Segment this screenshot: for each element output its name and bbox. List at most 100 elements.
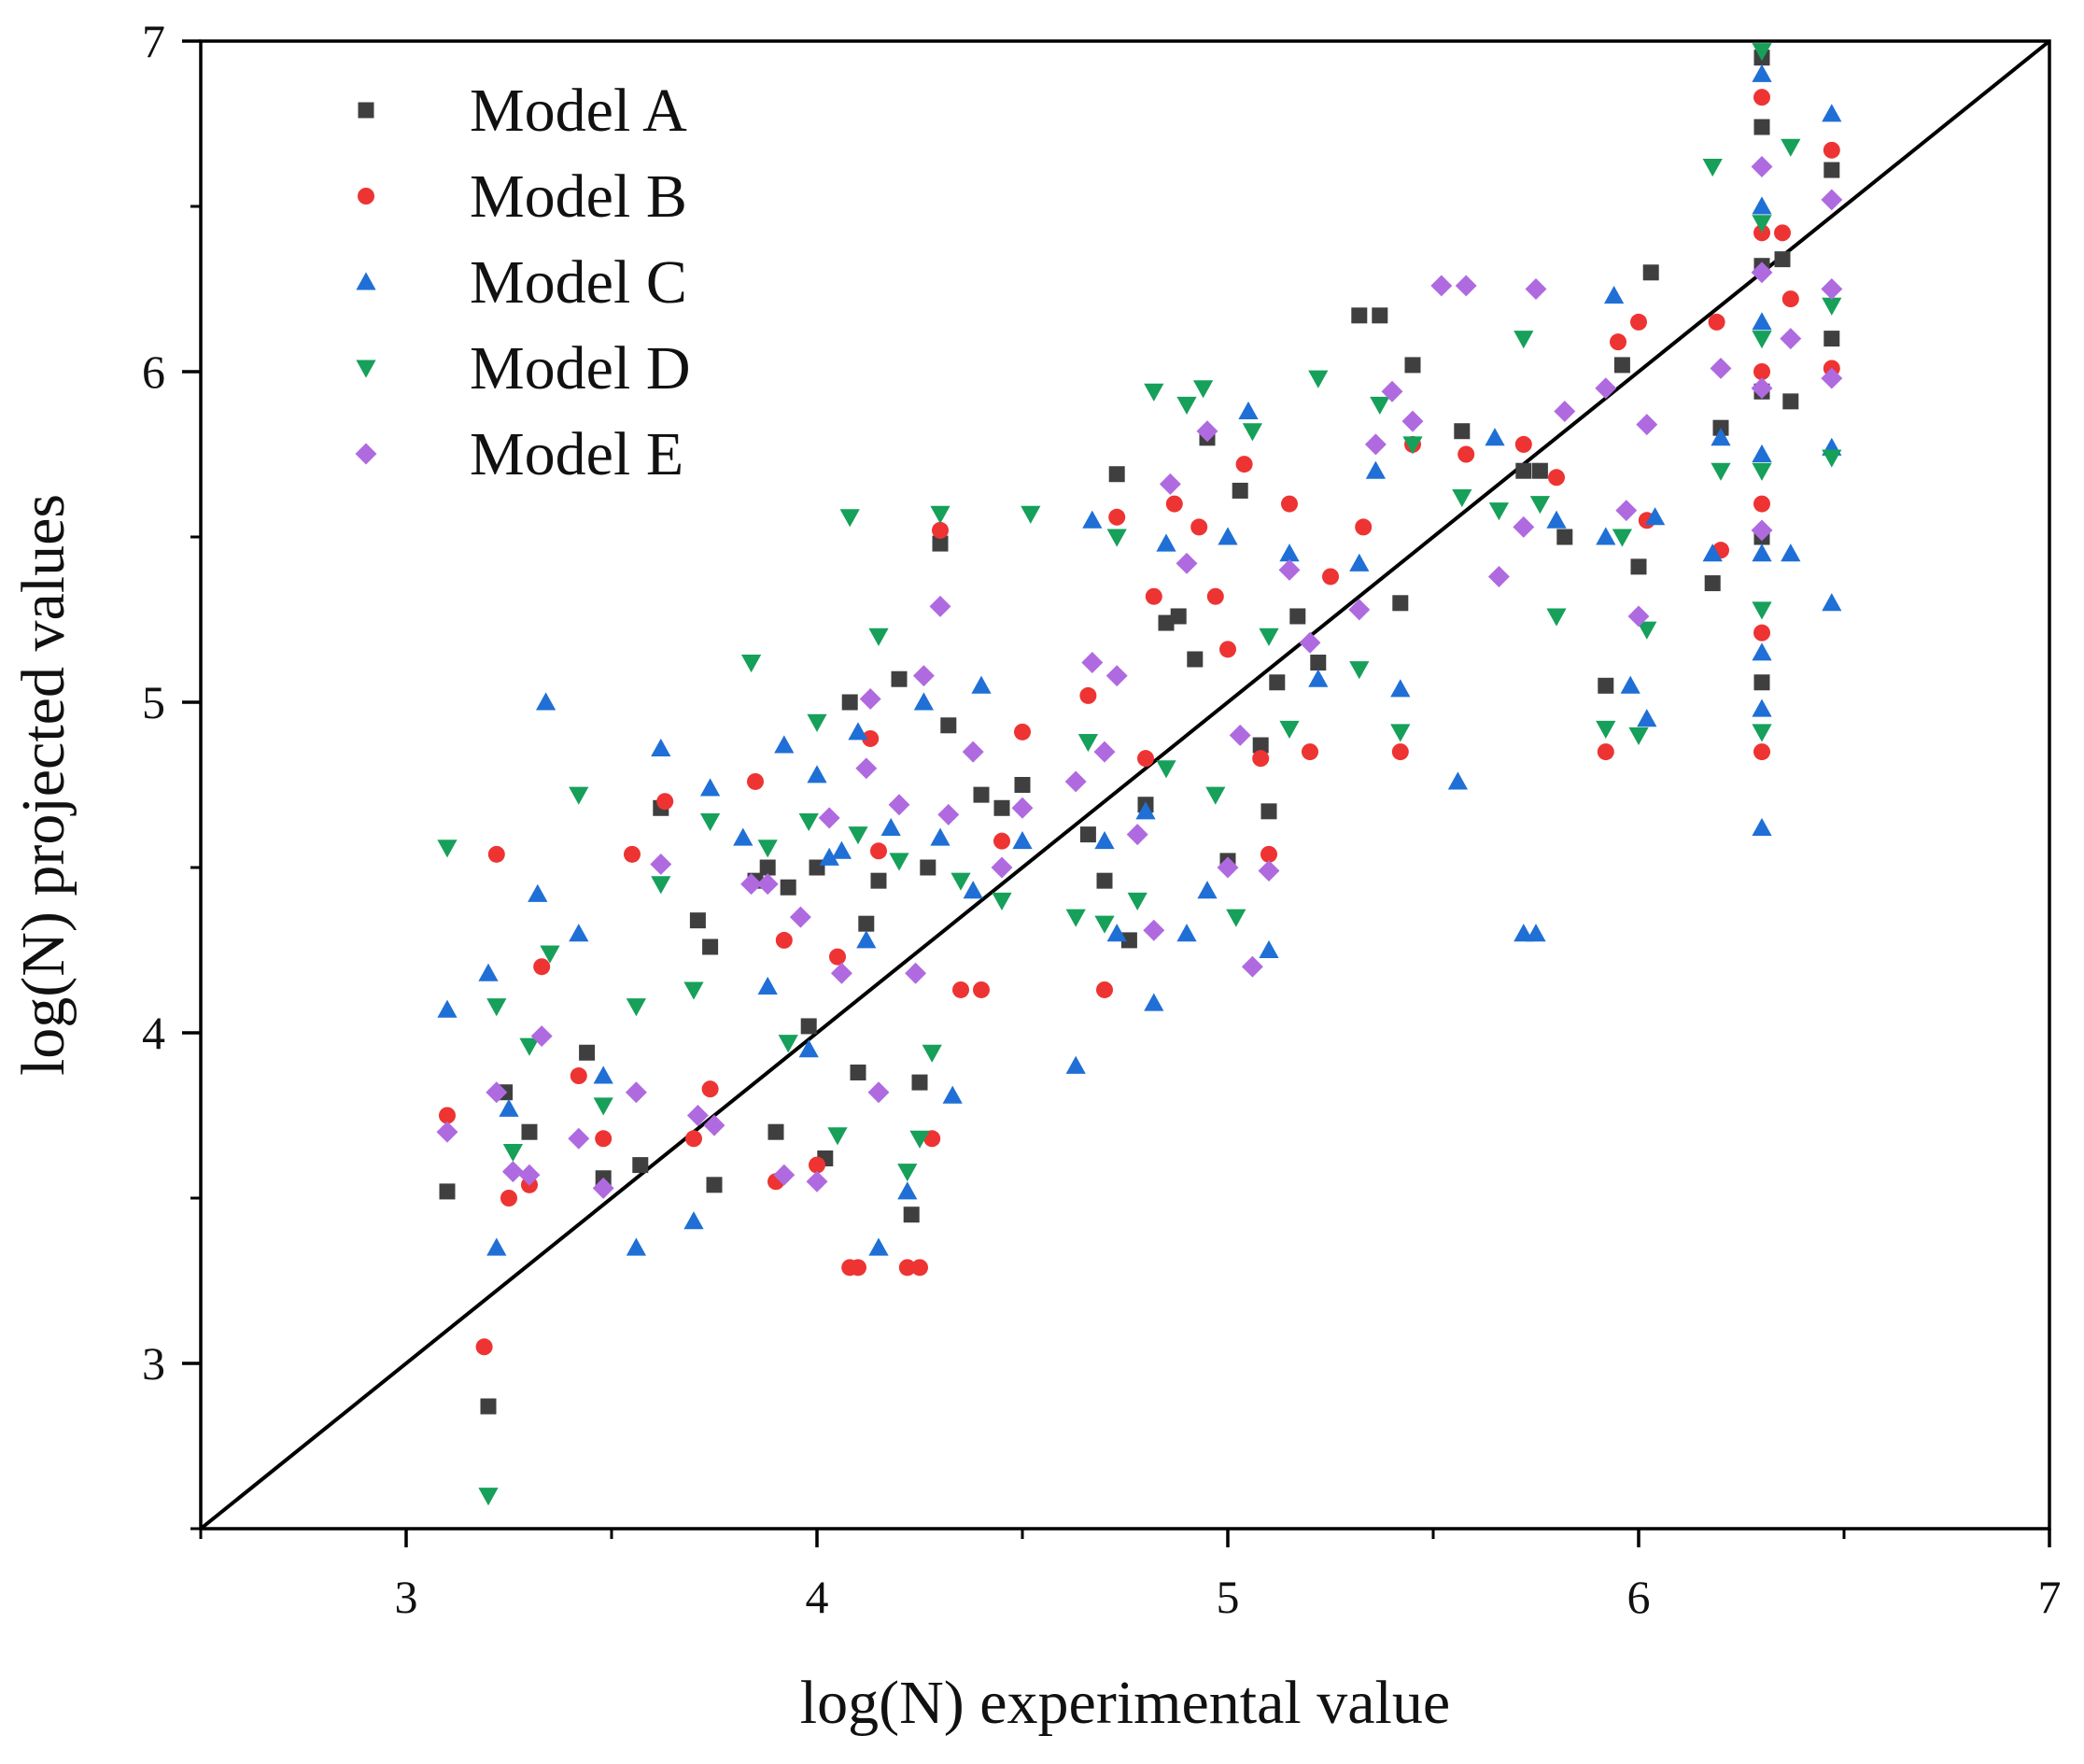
data-point	[1096, 981, 1113, 998]
data-point	[1824, 162, 1840, 178]
y-tick-label: 5	[142, 676, 165, 728]
data-point	[651, 876, 671, 895]
data-point	[1781, 543, 1801, 562]
data-point	[475, 1338, 493, 1356]
data-point	[533, 958, 551, 976]
data-point	[870, 872, 887, 889]
data-point	[518, 1164, 541, 1186]
data-point	[1752, 444, 1772, 462]
data-point	[1258, 860, 1280, 882]
data-point	[1259, 939, 1279, 958]
data-point	[1637, 621, 1657, 640]
data-point	[868, 628, 889, 646]
data-point	[993, 832, 1010, 850]
x-tick-label: 3	[395, 1571, 418, 1623]
data-point	[1488, 502, 1510, 521]
data-point	[756, 873, 779, 896]
data-point	[595, 1130, 613, 1148]
data-point	[540, 945, 560, 964]
y-tick-label: 4	[142, 1007, 165, 1059]
data-point	[1232, 482, 1248, 499]
data-point	[1144, 993, 1164, 1011]
data-point	[1278, 558, 1301, 581]
data-point	[1531, 462, 1548, 479]
data-point	[912, 665, 935, 687]
data-point	[689, 912, 706, 929]
data-point	[747, 772, 764, 790]
data-point	[480, 1398, 497, 1415]
legend-marker	[358, 188, 374, 205]
data-point	[830, 962, 852, 984]
data-point	[922, 1044, 942, 1063]
data-point	[1514, 331, 1534, 349]
data-point	[1156, 760, 1176, 779]
data-point	[439, 1183, 456, 1200]
data-point	[1595, 377, 1617, 400]
data-point	[1702, 543, 1723, 562]
data-point	[651, 738, 671, 757]
data-point	[502, 1143, 524, 1163]
data-point	[775, 931, 793, 949]
data-point	[1135, 801, 1156, 820]
data-point	[950, 872, 971, 891]
data-point	[624, 845, 641, 863]
data-point	[1752, 331, 1772, 349]
data-point	[829, 948, 846, 966]
y-tick-label: 7	[142, 15, 165, 67]
y-tick-label: 6	[142, 346, 165, 398]
data-point	[702, 938, 719, 955]
data-point	[1774, 224, 1791, 242]
data-point	[650, 853, 672, 875]
data-point	[856, 930, 877, 949]
data-point	[1821, 278, 1843, 300]
data-point	[686, 1105, 709, 1126]
data-point	[1526, 924, 1546, 942]
data-point	[1753, 624, 1770, 642]
data-point	[930, 505, 950, 524]
data-point	[1752, 64, 1772, 82]
legend-entry: Model B	[358, 162, 687, 231]
data-point	[1241, 955, 1263, 978]
data-point	[889, 853, 909, 871]
data-point	[1401, 410, 1424, 432]
data-point	[1753, 674, 1770, 691]
legend: Model A Model B Model C Model D Model E	[355, 77, 690, 488]
data-point	[1106, 529, 1127, 547]
data-point	[1751, 377, 1773, 400]
data-point	[1822, 104, 1842, 122]
data-point	[929, 595, 951, 617]
data-point	[1751, 261, 1773, 284]
data-point	[1822, 449, 1842, 468]
reference-line-layer	[199, 39, 2051, 1531]
legend-label: Model D	[470, 334, 690, 402]
data-point	[1219, 641, 1236, 658]
data-point	[569, 924, 589, 942]
data-point	[626, 1237, 647, 1256]
data-point	[1752, 215, 1772, 233]
data-point	[778, 1035, 798, 1053]
data-point	[486, 1081, 508, 1104]
data-point	[909, 1130, 930, 1149]
series-model-b	[439, 89, 1840, 1356]
data-point	[1752, 462, 1772, 481]
data-point	[1365, 460, 1387, 479]
data-point	[1514, 435, 1532, 453]
data-point	[850, 1259, 866, 1277]
data-point	[932, 535, 949, 552]
data-point	[1064, 770, 1087, 793]
x-tick-label: 5	[1217, 1571, 1240, 1623]
data-point	[1546, 608, 1567, 627]
data-point	[519, 1037, 540, 1056]
data-point	[940, 717, 957, 734]
data-point	[1752, 699, 1772, 717]
legend-label: Model E	[470, 420, 683, 488]
data-point	[993, 799, 1010, 816]
data-point	[1596, 720, 1616, 739]
data-point	[942, 1085, 963, 1104]
data-point	[1205, 786, 1226, 805]
data-point	[1546, 510, 1567, 529]
data-point	[1299, 631, 1321, 654]
data-point	[699, 778, 721, 797]
data-point	[1252, 737, 1269, 754]
